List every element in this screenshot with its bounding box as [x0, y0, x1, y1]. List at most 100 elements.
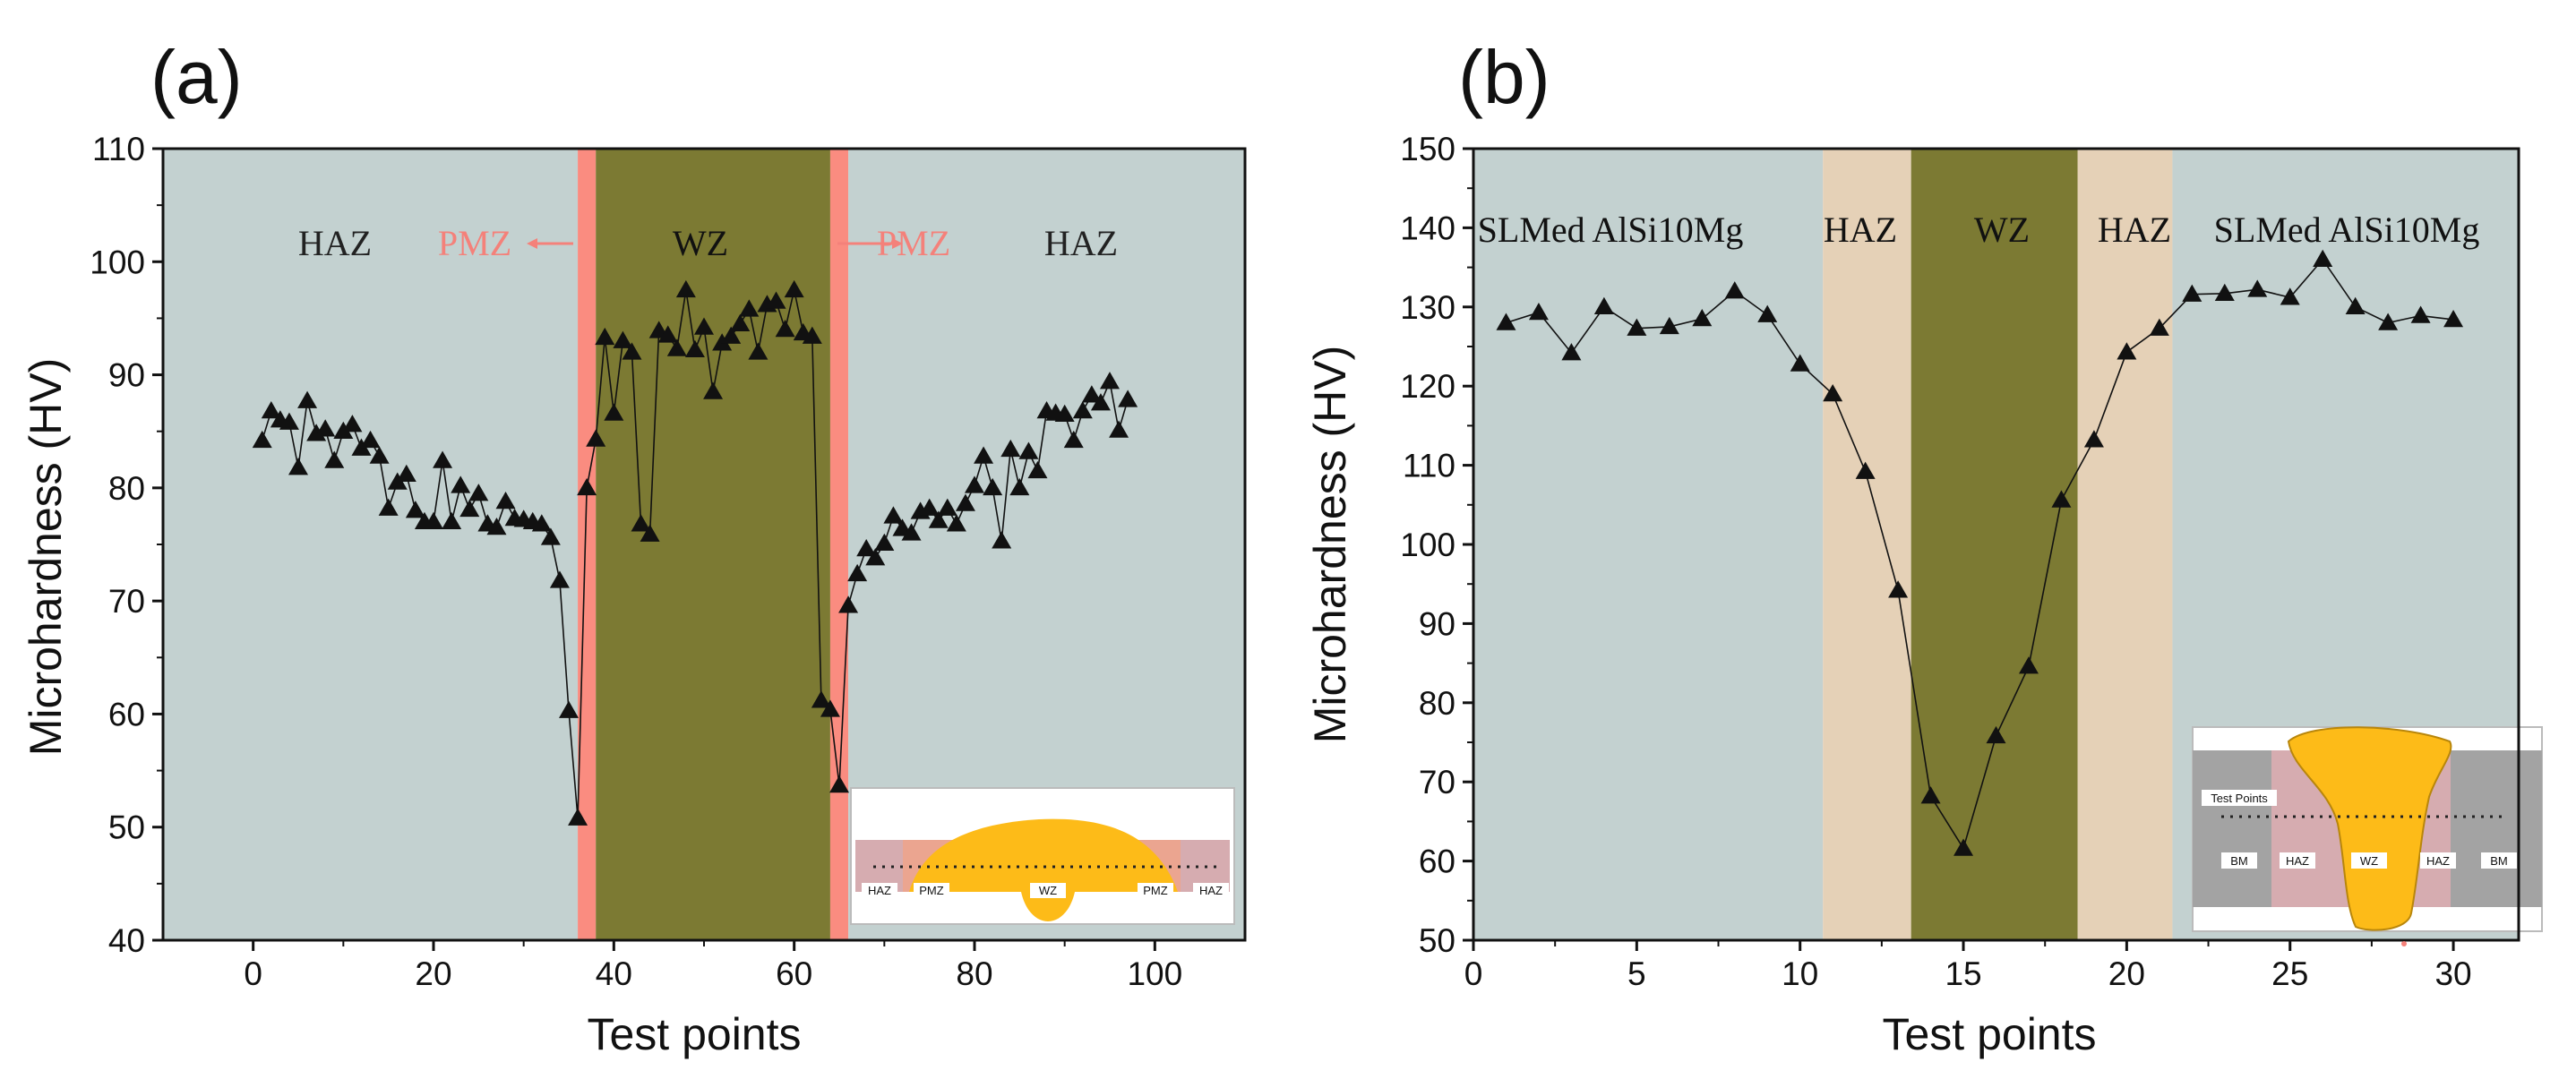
inset-label: PMZ	[1143, 884, 1168, 897]
data-point	[928, 510, 949, 528]
data-point	[378, 498, 399, 516]
panel-b-y-axis-title: Microhardness (HV)	[1305, 346, 1355, 744]
data-point	[1081, 385, 1102, 403]
pmz-arrow-right-head	[892, 238, 903, 249]
inset-label: HAZ	[2286, 854, 2309, 868]
y-tick-label: 110	[1403, 448, 1455, 484]
y-tick-label: 60	[108, 696, 145, 732]
data-point	[766, 291, 786, 309]
zone-label: SLMed AlSi10Mg	[1478, 210, 1744, 250]
zone-label: PMZ	[438, 223, 511, 263]
data-point	[1920, 786, 1941, 804]
y-tick-label: 60	[1419, 844, 1455, 880]
y-tick-label: 100	[90, 244, 145, 280]
data-point	[288, 458, 308, 475]
inset-a-weld-root	[1021, 892, 1075, 921]
panel-b-series	[1496, 249, 2464, 856]
data-point	[433, 450, 453, 468]
panel-b-x-axis-title: Test points	[1882, 1009, 2096, 1059]
zone-label: HAZ	[298, 223, 372, 263]
data-point	[451, 475, 471, 493]
data-point	[1724, 281, 1745, 299]
zone-band-1	[1823, 149, 1911, 940]
inset-label: HAZ	[1199, 884, 1223, 897]
data-point	[1109, 420, 1129, 438]
data-point	[342, 415, 363, 432]
inset-label: WZ	[2360, 854, 2378, 868]
inset-label-bg	[2221, 852, 2257, 869]
data-point	[838, 595, 859, 613]
zone-label: HAZ	[2098, 210, 2171, 250]
data-point	[1063, 430, 1084, 449]
data-point	[1692, 309, 1713, 327]
data-point	[279, 412, 299, 430]
data-point	[297, 390, 318, 408]
data-point	[622, 342, 642, 360]
x-tick-label: 100	[1127, 955, 1182, 992]
zone-label: HAZ	[1044, 223, 1118, 263]
panel-a-series	[252, 279, 1138, 826]
inset-label: BM	[2490, 854, 2508, 868]
x-tick-label: 80	[956, 955, 992, 992]
data-point	[1528, 302, 1549, 321]
y-tick-label: 90	[108, 357, 145, 394]
zone-band-0	[163, 149, 579, 940]
data-point	[2410, 305, 2431, 323]
data-point	[1100, 372, 1120, 390]
data-point	[1888, 580, 1909, 598]
panel-b-inset: Test Points BM HAZ WZ HAZ BM	[2192, 726, 2543, 932]
zone-label: WZ	[673, 223, 728, 263]
data-point	[1054, 404, 1075, 423]
data-point	[1118, 390, 1138, 407]
data-point	[459, 499, 480, 518]
panel-b: (b) SLMed AlSi10Mg HAZ WZ HAZ SLMed AlSi10Mg…	[1305, 35, 2543, 1059]
data-point	[2247, 279, 2268, 297]
y-tick-label: 50	[108, 809, 145, 846]
y-tick-label: 140	[1400, 210, 1455, 246]
panel-a-label: (a)	[150, 35, 243, 119]
data-point	[666, 338, 687, 356]
data-point	[775, 320, 795, 338]
panel-a: (a) HAZ PMZ WZ PMZ HAZ HAZ PMZ WZ PMZ HAZ 40 50 60…	[21, 35, 1247, 1059]
data-point	[369, 446, 390, 464]
data-point	[424, 511, 443, 529]
inset-label: HAZ	[2426, 854, 2450, 868]
data-point	[1496, 313, 1516, 330]
y-tick-label: 110	[92, 131, 145, 167]
inset-label-bg	[914, 883, 949, 898]
data-point	[1561, 343, 1582, 361]
data-point	[640, 524, 660, 542]
zone-band-3	[829, 149, 849, 940]
x-tick-label: 20	[415, 955, 451, 992]
zone-band-1	[578, 149, 597, 940]
y-tick-label: 40	[108, 922, 145, 959]
data-point	[721, 326, 742, 344]
data-point	[730, 313, 751, 331]
data-point	[856, 539, 877, 557]
data-point	[2345, 296, 2366, 315]
zone-label: HAZ	[1824, 210, 1897, 250]
y-tick-label: 80	[108, 470, 145, 507]
data-point	[1790, 354, 1810, 372]
data-point	[946, 514, 966, 532]
data-point	[802, 326, 822, 344]
data-point	[883, 506, 904, 524]
data-point	[712, 333, 733, 351]
inset-label: BM	[2230, 854, 2248, 868]
y-tick-label: 150	[1400, 131, 1455, 167]
y-tick-label: 90	[1419, 605, 1455, 642]
data-point	[405, 501, 425, 518]
data-point	[495, 492, 516, 510]
data-point	[2083, 430, 2104, 448]
data-point	[983, 477, 1003, 496]
x-tick-label: 15	[1945, 955, 1981, 992]
data-point	[2018, 656, 2039, 674]
x-tick-label: 10	[1782, 955, 1818, 992]
x-tick-label: 0	[1464, 955, 1483, 992]
y-tick-label: 100	[1400, 527, 1455, 563]
data-point	[1757, 304, 1778, 322]
data-point	[396, 464, 416, 482]
data-point	[1000, 439, 1021, 458]
zone-label: SLMed AlSi10Mg	[2214, 210, 2480, 250]
data-point	[919, 498, 940, 516]
